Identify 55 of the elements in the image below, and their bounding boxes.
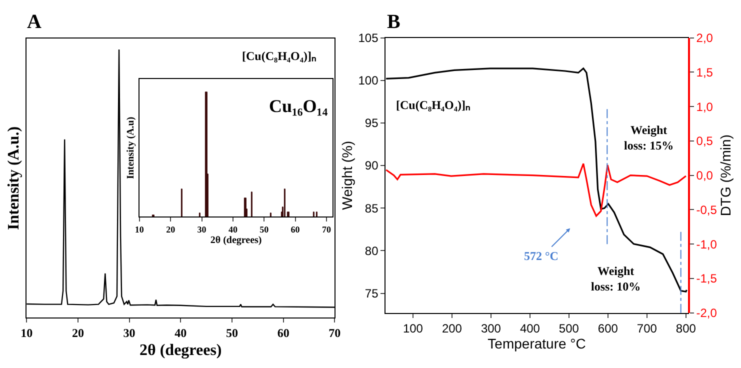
- x-tick-label: 700: [636, 321, 658, 336]
- x-tick-label: 50: [226, 326, 238, 340]
- chart-title: A: [27, 11, 42, 33]
- y2-tick-label: 0,5: [696, 134, 714, 148]
- x-tick-label: 300: [480, 321, 502, 336]
- y2-tick-label: -2,0: [696, 306, 718, 320]
- x-axis-title: 2θ (degrees): [140, 342, 222, 359]
- y-tick-label: 85: [364, 201, 379, 216]
- y2-axis-title: DTG (%/min): [717, 134, 734, 216]
- bar: [244, 198, 246, 217]
- annotation: Weight loss: 10%: [591, 264, 641, 294]
- y2-tick-label: -0,5: [696, 202, 718, 217]
- x-tick-label: 500: [558, 321, 580, 336]
- y-axis-title: Intensity (A.u.): [6, 126, 23, 230]
- x-tick-label: 100: [402, 321, 424, 336]
- y2-tick-label: 0,0: [696, 168, 714, 183]
- x-tick-label: 10: [20, 326, 33, 340]
- x-tick-label: 20: [72, 326, 84, 340]
- x-axis-title: 2θ (degrees): [210, 235, 262, 246]
- bar: [204, 92, 208, 217]
- y2-tick-label: 1,5: [696, 65, 714, 80]
- annotation: [Cu(C₈H₄O₄)]ₙ: [396, 98, 470, 112]
- annotation: Weight loss: 15%: [624, 123, 674, 153]
- annotation: [Cu(C₈H₄O₄)]ₙ: [242, 49, 316, 63]
- x-tick-label: 60: [290, 224, 300, 235]
- y-tick-label: 90: [364, 158, 379, 173]
- y-axis-title: Intensity (A.u): [125, 116, 136, 180]
- x-tick-label: 20: [166, 224, 176, 235]
- annotation: Cu₁₆O₁₄: [269, 96, 328, 116]
- x-tick-label: 30: [197, 224, 207, 235]
- y-tick-label: 75: [364, 286, 379, 301]
- x-tick-label: 400: [520, 321, 540, 336]
- x-tick-label: 10: [134, 224, 144, 235]
- x-tick-label: 600: [598, 321, 618, 336]
- x-tick-label: 30: [123, 326, 136, 340]
- x-tick-label: 60: [277, 326, 290, 340]
- y2-tick-label: 1,0: [696, 100, 714, 114]
- y-tick-label: 105: [358, 30, 379, 45]
- x-tick-label: 40: [174, 326, 187, 340]
- y-tick-label: 100: [358, 74, 379, 88]
- x-tick-label: 40: [228, 224, 238, 235]
- y2-tick-label: -1,0: [696, 237, 718, 252]
- y2-tick-label: -1,5: [696, 272, 718, 286]
- x-tick-label: 50: [260, 224, 270, 235]
- annotation: 572 °C: [524, 249, 558, 263]
- y-axis-title: Weight (%): [338, 140, 355, 210]
- x-tick-label: 200: [442, 321, 462, 336]
- y-tick-label: 80: [364, 244, 379, 258]
- x-tick-label: 70: [322, 224, 332, 235]
- chart-title: B: [387, 11, 400, 33]
- y2-tick-label: 2,0: [696, 30, 714, 45]
- x-axis-title: Temperature °C: [488, 335, 586, 352]
- x-tick-label: 70: [328, 326, 341, 340]
- y-tick-label: 95: [364, 116, 379, 130]
- x-tick-label: 800: [676, 321, 696, 336]
